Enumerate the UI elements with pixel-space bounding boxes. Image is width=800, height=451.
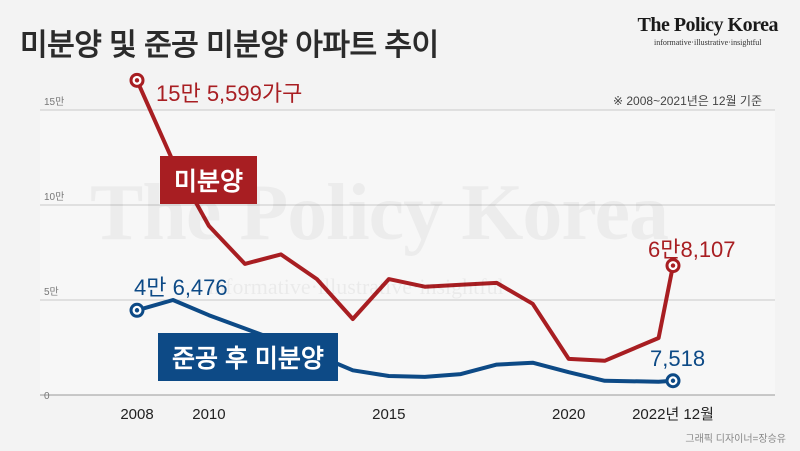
brand-tagline: informative·illustrative·insightful	[653, 38, 762, 47]
y-tick-label: 5만	[44, 286, 59, 298]
x-tick-label: 2022년 12월	[632, 406, 714, 423]
axes: 0 5만 10만 15만 2008 2010 2015 2020 2022년 12월	[44, 96, 714, 423]
point-core	[670, 378, 676, 383]
grid	[40, 109, 775, 396]
point-core	[134, 78, 140, 83]
x-tick-label: 2008	[120, 406, 153, 423]
point-core	[670, 263, 676, 268]
series-line-unsold	[135, 78, 675, 363]
unsold-end-label: 6만8,107	[648, 237, 736, 262]
y-tick-label: 0	[44, 391, 50, 402]
legend-label-completed-unsold: 준공 후 미분양	[158, 333, 338, 381]
date-note: ※ 2008~2021년은 12월 기준	[612, 94, 762, 108]
completed-start-label: 4만 6,476	[134, 275, 228, 300]
x-tick-label: 2015	[372, 406, 405, 423]
graphic-credit: 그래픽 디자이너=장승유	[685, 434, 786, 445]
watermark-tagline: informative·illustrative·insightful	[208, 274, 504, 299]
chart-title: 미분양 및 준공 미분양 아파트 추이	[20, 29, 439, 62]
y-tick-label: 10만	[44, 191, 64, 203]
y-tick-label: 15만	[44, 96, 64, 108]
x-tick-label: 2020	[552, 406, 585, 423]
completed-end-label: 7,518	[650, 346, 706, 371]
x-tick-label: 2010	[192, 406, 225, 423]
brand-logo: The Policy Korea informative·illustrativ…	[638, 14, 779, 47]
point-core	[134, 308, 140, 313]
brand-name: The Policy Korea	[637, 14, 779, 36]
unsold-start-label: 15만 5,599가구	[156, 81, 303, 106]
series	[129, 72, 681, 389]
series-line-completed-unsold	[135, 298, 675, 384]
legend-label-unsold: 미분양	[160, 156, 258, 204]
